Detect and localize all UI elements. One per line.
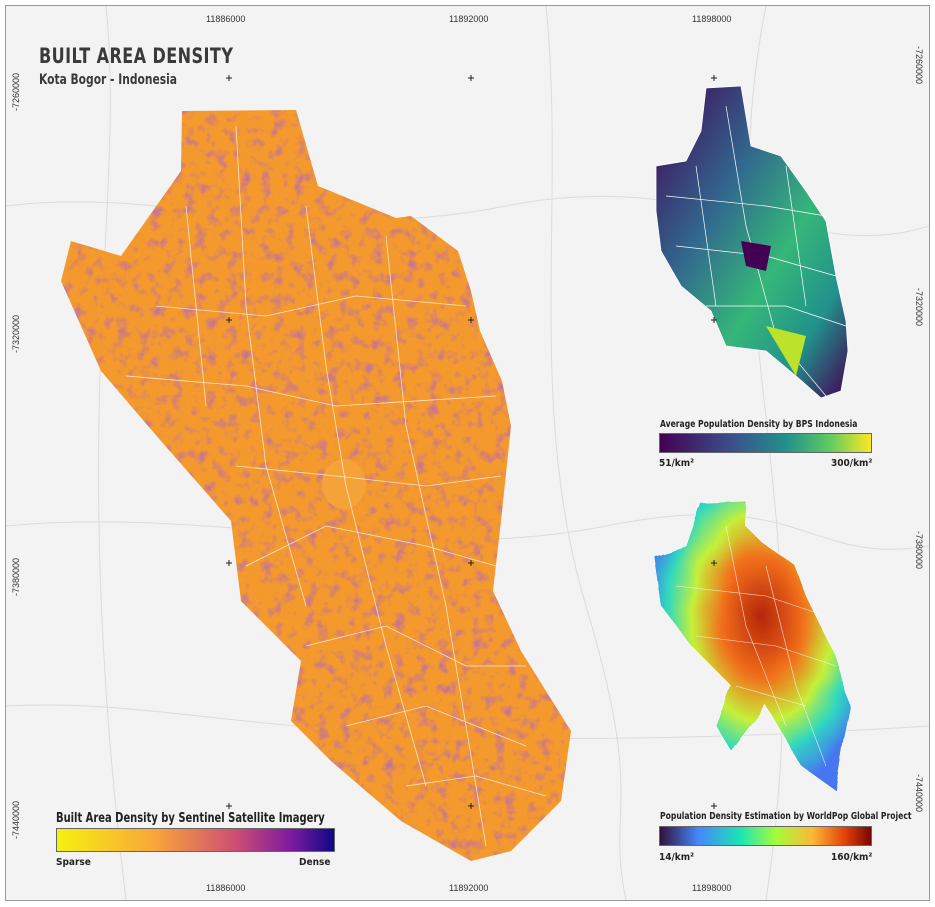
- bps-legend-colorbar: [659, 433, 872, 453]
- worldpop-legend-colorbar: [659, 826, 872, 846]
- built-legend-colorbar: [56, 828, 335, 852]
- built-area-map: [61, 110, 571, 861]
- basemap: [6, 6, 929, 900]
- y-tick-label: -7380000: [914, 531, 924, 570]
- y-tick-label: -7440000: [914, 774, 924, 813]
- grid-crosses: [226, 75, 717, 809]
- x-tick-label: 11892000: [449, 883, 489, 893]
- map-frame: 11886000 11892000 11898000 11886000 1189…: [5, 5, 930, 901]
- worldpop-population-map: [653, 500, 852, 792]
- map-title: BUILT AREA DENSITY: [39, 44, 234, 68]
- y-tick-label: -7440000: [11, 800, 21, 839]
- worldpop-legend-title: Population Density Estimation by WorldPo…: [660, 811, 912, 822]
- y-tick-label: -7320000: [914, 288, 924, 327]
- y-tick-label: -7260000: [11, 72, 21, 111]
- bps-population-map: [655, 85, 849, 399]
- worldpop-legend-max: 160/km²: [831, 852, 873, 863]
- x-tick-label: 11898000: [692, 14, 732, 24]
- bps-legend-max: 300/km²: [831, 458, 873, 469]
- y-tick-label: -7260000: [914, 46, 924, 85]
- built-legend-min: Sparse: [56, 857, 91, 868]
- bps-legend-title: Average Population Density by BPS Indone…: [660, 419, 858, 430]
- y-tick-label: -7320000: [11, 314, 21, 353]
- x-tick-label: 11886000: [206, 883, 246, 893]
- bps-legend-min: 51/km²: [659, 458, 695, 469]
- x-tick-label: 11892000: [449, 14, 489, 24]
- x-tick-label: 11886000: [206, 14, 246, 24]
- worldpop-legend-min: 14/km²: [659, 852, 695, 863]
- built-legend-title: Built Area Density by Sentinel Satellite…: [56, 811, 325, 826]
- built-legend-max: Dense: [299, 857, 331, 868]
- x-tick-label: 11898000: [692, 883, 732, 893]
- map-subtitle: Kota Bogor - Indonesia: [39, 72, 178, 88]
- y-tick-label: -7380000: [11, 557, 21, 596]
